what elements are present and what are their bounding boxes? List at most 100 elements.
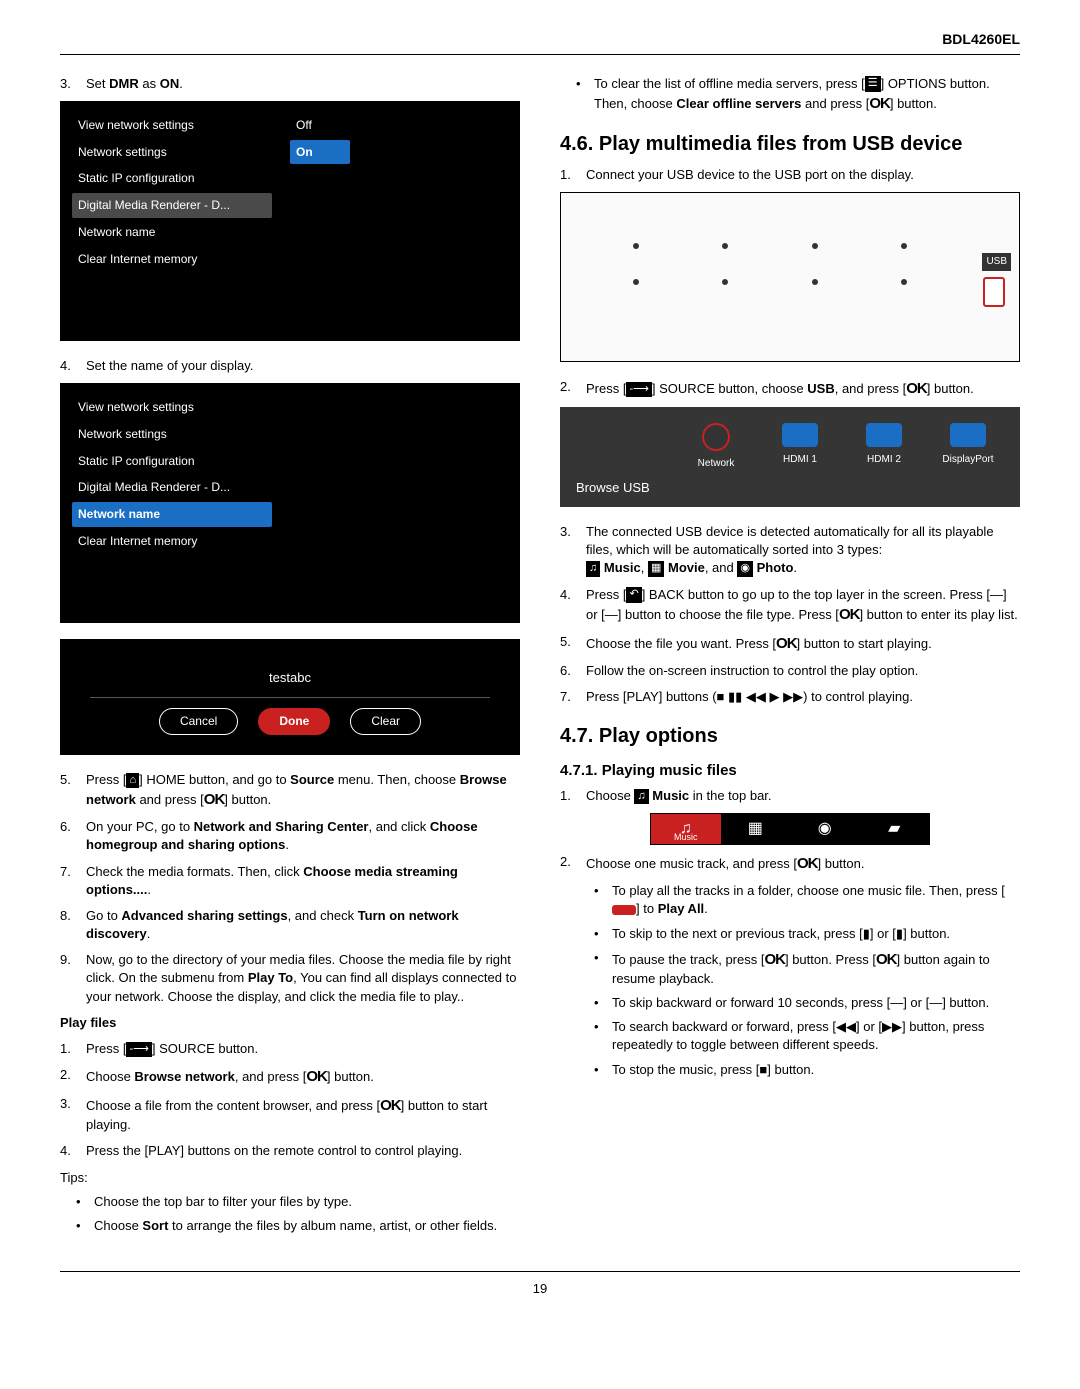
- play-buttons-icon: ■ ▮▮ ◀◀ ▶ ▶▶: [717, 689, 804, 704]
- step-9: 9. Now, go to the directory of your medi…: [60, 951, 520, 1006]
- step-text: Choose a file from the content browser, …: [86, 1095, 520, 1134]
- step-number: 1.: [560, 166, 578, 184]
- step-text: Choose ♫ Music in the top bar.: [586, 787, 772, 805]
- bullet-icon: •: [594, 1018, 604, 1054]
- pf-step-4: 4. Press the [PLAY] buttons on the remot…: [60, 1142, 520, 1160]
- bullet-text: To stop the music, press [■] button.: [612, 1061, 814, 1079]
- step-number: 6.: [60, 818, 78, 854]
- ok-icon: OK: [906, 380, 927, 397]
- back-icon: ↶: [626, 587, 641, 602]
- bullet-icon: •: [594, 1061, 604, 1079]
- forward-icon: ▶▶: [882, 1019, 902, 1034]
- movie-tab: ▦: [721, 814, 791, 844]
- pf-step-2: 2. Choose Browse network, and press [OK]…: [60, 1066, 520, 1087]
- section-4-6-title: 4.6. Play multimedia files from USB devi…: [560, 130, 1020, 158]
- step-text: Now, go to the directory of your media f…: [86, 951, 520, 1006]
- option-on-selected: On: [290, 140, 350, 165]
- step-number: 8.: [60, 907, 78, 943]
- keyboard-dialog: testabc Cancel Done Clear: [60, 639, 520, 755]
- hdmi-icon: [866, 423, 902, 447]
- menu-item: Network settings: [72, 422, 272, 447]
- ok-icon: OK: [306, 1068, 327, 1085]
- left-column: 3. Set DMR as ON. View network settings …: [60, 75, 520, 1242]
- tip-text: Choose the top bar to filter your files …: [94, 1193, 352, 1211]
- play-files-heading: Play files: [60, 1014, 520, 1032]
- usb-port-diagram: USB: [560, 192, 1020, 362]
- movie-icon: ▦: [648, 561, 664, 576]
- step-text: Press [-⟶] SOURCE button, choose USB, an…: [586, 378, 974, 399]
- bullet-icon: •: [594, 925, 604, 943]
- menu-item-highlighted: Digital Media Renderer - D...: [72, 193, 272, 218]
- ok-icon: OK: [876, 951, 897, 968]
- step-number: 4.: [60, 1142, 78, 1160]
- option-off: Off: [290, 113, 350, 138]
- step-number: 2.: [560, 378, 578, 399]
- cancel-button: Cancel: [159, 708, 238, 735]
- step-number: 4.: [560, 586, 578, 625]
- bullet-icon: •: [594, 994, 604, 1012]
- bullet-3: • To pause the track, press [OK] button.…: [594, 949, 1020, 988]
- r-step-1: 1. Connect your USB device to the USB po…: [560, 166, 1020, 184]
- clear-button: Clear: [350, 708, 421, 735]
- step-8: 8. Go to Advanced sharing settings, and …: [60, 907, 520, 943]
- music-tab: ♫ Music: [651, 814, 721, 844]
- movie-icon: ▦: [721, 820, 791, 838]
- network-icon: [702, 423, 730, 451]
- step-text: Connect your USB device to the USB port …: [586, 166, 914, 184]
- left-arrow-icon: —: [890, 995, 903, 1010]
- tip-text: To clear the list of offline media serve…: [594, 75, 1020, 114]
- folder-icon: ▰: [860, 820, 930, 838]
- step-text: The connected USB device is detected aut…: [586, 523, 1020, 578]
- music-icon: ♫: [586, 561, 600, 576]
- step-text: Set DMR as ON.: [86, 75, 183, 93]
- step-text: Choose the file you want. Press [OK] but…: [586, 633, 932, 654]
- tip-text: Choose Sort to arrange the files by albu…: [94, 1217, 497, 1235]
- right-arrow-icon: —: [605, 607, 618, 622]
- usb-label: USB: [982, 253, 1011, 271]
- bullet-text: To pause the track, press [OK] button. P…: [612, 949, 1020, 988]
- menu-item: View network settings: [72, 395, 272, 420]
- step-text: Press [-⟶] SOURCE button.: [86, 1040, 258, 1058]
- music-icon: ♫: [634, 789, 648, 804]
- menu-item: Clear Internet memory: [72, 247, 272, 272]
- tip-1: • Choose the top bar to filter your file…: [76, 1193, 520, 1211]
- tip-2: • Choose Sort to arrange the files by al…: [76, 1217, 520, 1235]
- step-6: 6. On your PC, go to Network and Sharing…: [60, 818, 520, 854]
- menu-item: Network name: [72, 220, 272, 245]
- right-arrow-icon: —: [929, 995, 942, 1010]
- source-icon: -⟶: [126, 1042, 151, 1057]
- menu-item: View network settings: [72, 113, 272, 138]
- source-network: Network: [686, 423, 746, 471]
- source-selector-screenshot: Network HDMI 1 HDMI 2 DisplayPort Browse…: [560, 407, 1020, 507]
- menu-item: Clear Internet memory: [72, 529, 272, 554]
- step-4: 4. Set the name of your display.: [60, 357, 520, 375]
- r-step-2: 2. Press [-⟶] SOURCE button, choose USB,…: [560, 378, 1020, 399]
- step-number: 9.: [60, 951, 78, 1006]
- r-step-3: 3. The connected USB device is detected …: [560, 523, 1020, 578]
- section-4-7-title: 4.7. Play options: [560, 722, 1020, 750]
- step-number: 3.: [60, 75, 78, 93]
- bullet-icon: •: [594, 882, 604, 918]
- tip-clear-offline: • To clear the list of offline media ser…: [576, 75, 1020, 114]
- ok-icon: OK: [204, 791, 225, 808]
- ok-icon: OK: [839, 606, 860, 623]
- menu-item-selected: Network name: [72, 502, 272, 527]
- section-4-7-1-title: 4.7.1. Playing music files: [560, 760, 1020, 781]
- bullet-icon: •: [576, 75, 586, 114]
- menu-item: Digital Media Renderer - D...: [72, 475, 272, 500]
- bullet-text: To search backward or forward, press [◀◀…: [612, 1018, 1020, 1054]
- step-3: 3. Set DMR as ON.: [60, 75, 520, 93]
- source-hdmi1: HDMI 1: [770, 423, 830, 471]
- step-text: Follow the on-screen instruction to cont…: [586, 662, 918, 680]
- menu-item: Network settings: [72, 140, 272, 165]
- source-icon: -⟶: [626, 382, 651, 397]
- photo-tab: ◉: [790, 814, 860, 844]
- bullet-icon: •: [76, 1193, 86, 1211]
- bullet-icon: •: [594, 949, 604, 988]
- source-displayport: DisplayPort: [938, 423, 998, 471]
- step-number: 5.: [60, 771, 78, 810]
- home-icon: ⌂: [126, 773, 139, 788]
- step-text: Set the name of your display.: [86, 357, 253, 375]
- up-icon: ▮: [863, 926, 870, 941]
- photo-icon: ◉: [790, 820, 860, 838]
